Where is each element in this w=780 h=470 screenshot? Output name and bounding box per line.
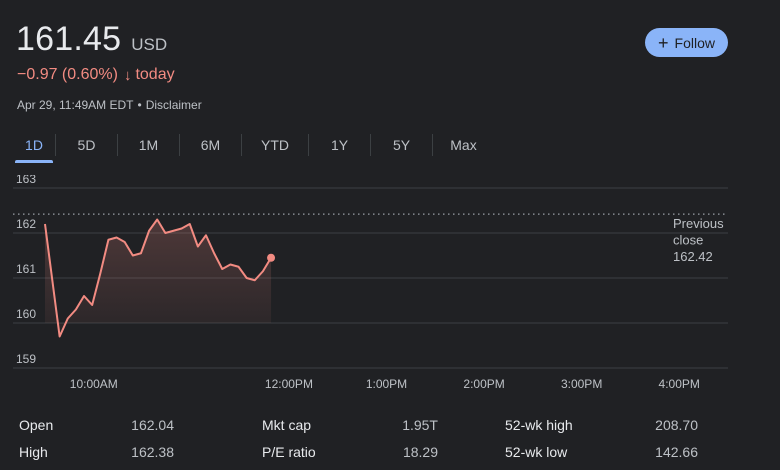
tab-5d[interactable]: 5D [77,137,96,153]
tab-1m[interactable]: 1M [138,137,159,153]
stat-label-mkt-cap: Mkt cap [262,417,312,433]
price-area [45,219,272,337]
stat-value-52wk-low: 142.66 [655,444,698,460]
y-tick-label: 159 [16,352,36,366]
y-tick-label: 162 [16,217,36,231]
key-stats-table: Open 162.04 High 162.38 Mkt cap 1.95T P/… [0,410,780,470]
previous-close-label: 162.42 [673,249,713,264]
tab-5y[interactable]: 5Y [392,137,411,153]
x-tick-label: 2:00PM [463,377,504,391]
tab-6m[interactable]: 6M [200,137,221,153]
currency-label: USD [131,35,168,54]
stat-label-52wk-low: 52-wk low [505,444,568,460]
time-range-tabs: 1D 5D 1M 6M YTD 1Y 5Y Max [13,130,494,164]
tab-divider [370,134,371,156]
price-row: 161.45 USD [16,20,167,59]
tab-ytd[interactable]: YTD [261,137,289,153]
y-tick-label: 161 [16,262,36,276]
quote-meta: Apr 29, 11:49AM EDT • Disclaimer [17,98,202,112]
stat-value-pe-ratio: 18.29 [402,444,438,460]
tab-divider [55,134,56,156]
stat-label-pe-ratio: P/E ratio [262,444,316,460]
price-change: −0.97 (0.60%) ↓ today [17,66,175,84]
price-line [44,218,272,338]
stat-value-high: 162.38 [131,444,174,460]
change-period: today [135,66,175,83]
tab-divider [117,134,118,156]
plus-icon: + [658,32,669,53]
disclaimer-link[interactable]: Disclaimer [145,98,202,112]
x-tick-label: 1:00PM [366,377,407,391]
stat-label-open: Open [19,417,54,433]
x-tick-label: 4:00PM [659,377,700,391]
y-tick-label: 163 [16,175,36,186]
tab-divider [241,134,242,156]
stat-value-open: 162.04 [131,417,174,433]
arrow-down-icon: ↓ [123,66,132,84]
stat-value-52wk-high: 208.70 [655,417,698,433]
follow-button-label: Follow [674,34,715,51]
tab-divider [308,134,309,156]
current-price: 161.45 [16,20,122,58]
follow-button[interactable]: + Follow [645,28,728,57]
current-price-marker [267,253,276,262]
x-tick-label: 10:00AM [70,377,118,391]
change-amount: −0.97 (0.60%) [17,66,118,83]
x-tick-label: 3:00PM [561,377,602,391]
x-tick-label: 12:00PM [265,377,313,391]
previous-close-label: Previous [673,216,724,231]
tab-max[interactable]: Max [450,137,477,153]
tab-divider [179,134,180,156]
stat-label-high: High [19,444,48,460]
y-tick-label: 160 [16,307,36,321]
meta-separator: • [137,98,142,112]
stat-label-52wk-high: 52-wk high [505,417,573,433]
quote-timestamp: Apr 29, 11:49AM EDT [17,98,134,112]
previous-close-label: close [673,233,703,248]
stat-value-mkt-cap: 1.95T [402,417,438,433]
tab-1y[interactable]: 1Y [330,137,349,153]
tab-divider [432,134,433,156]
tab-1d[interactable]: 1D [13,130,55,163]
